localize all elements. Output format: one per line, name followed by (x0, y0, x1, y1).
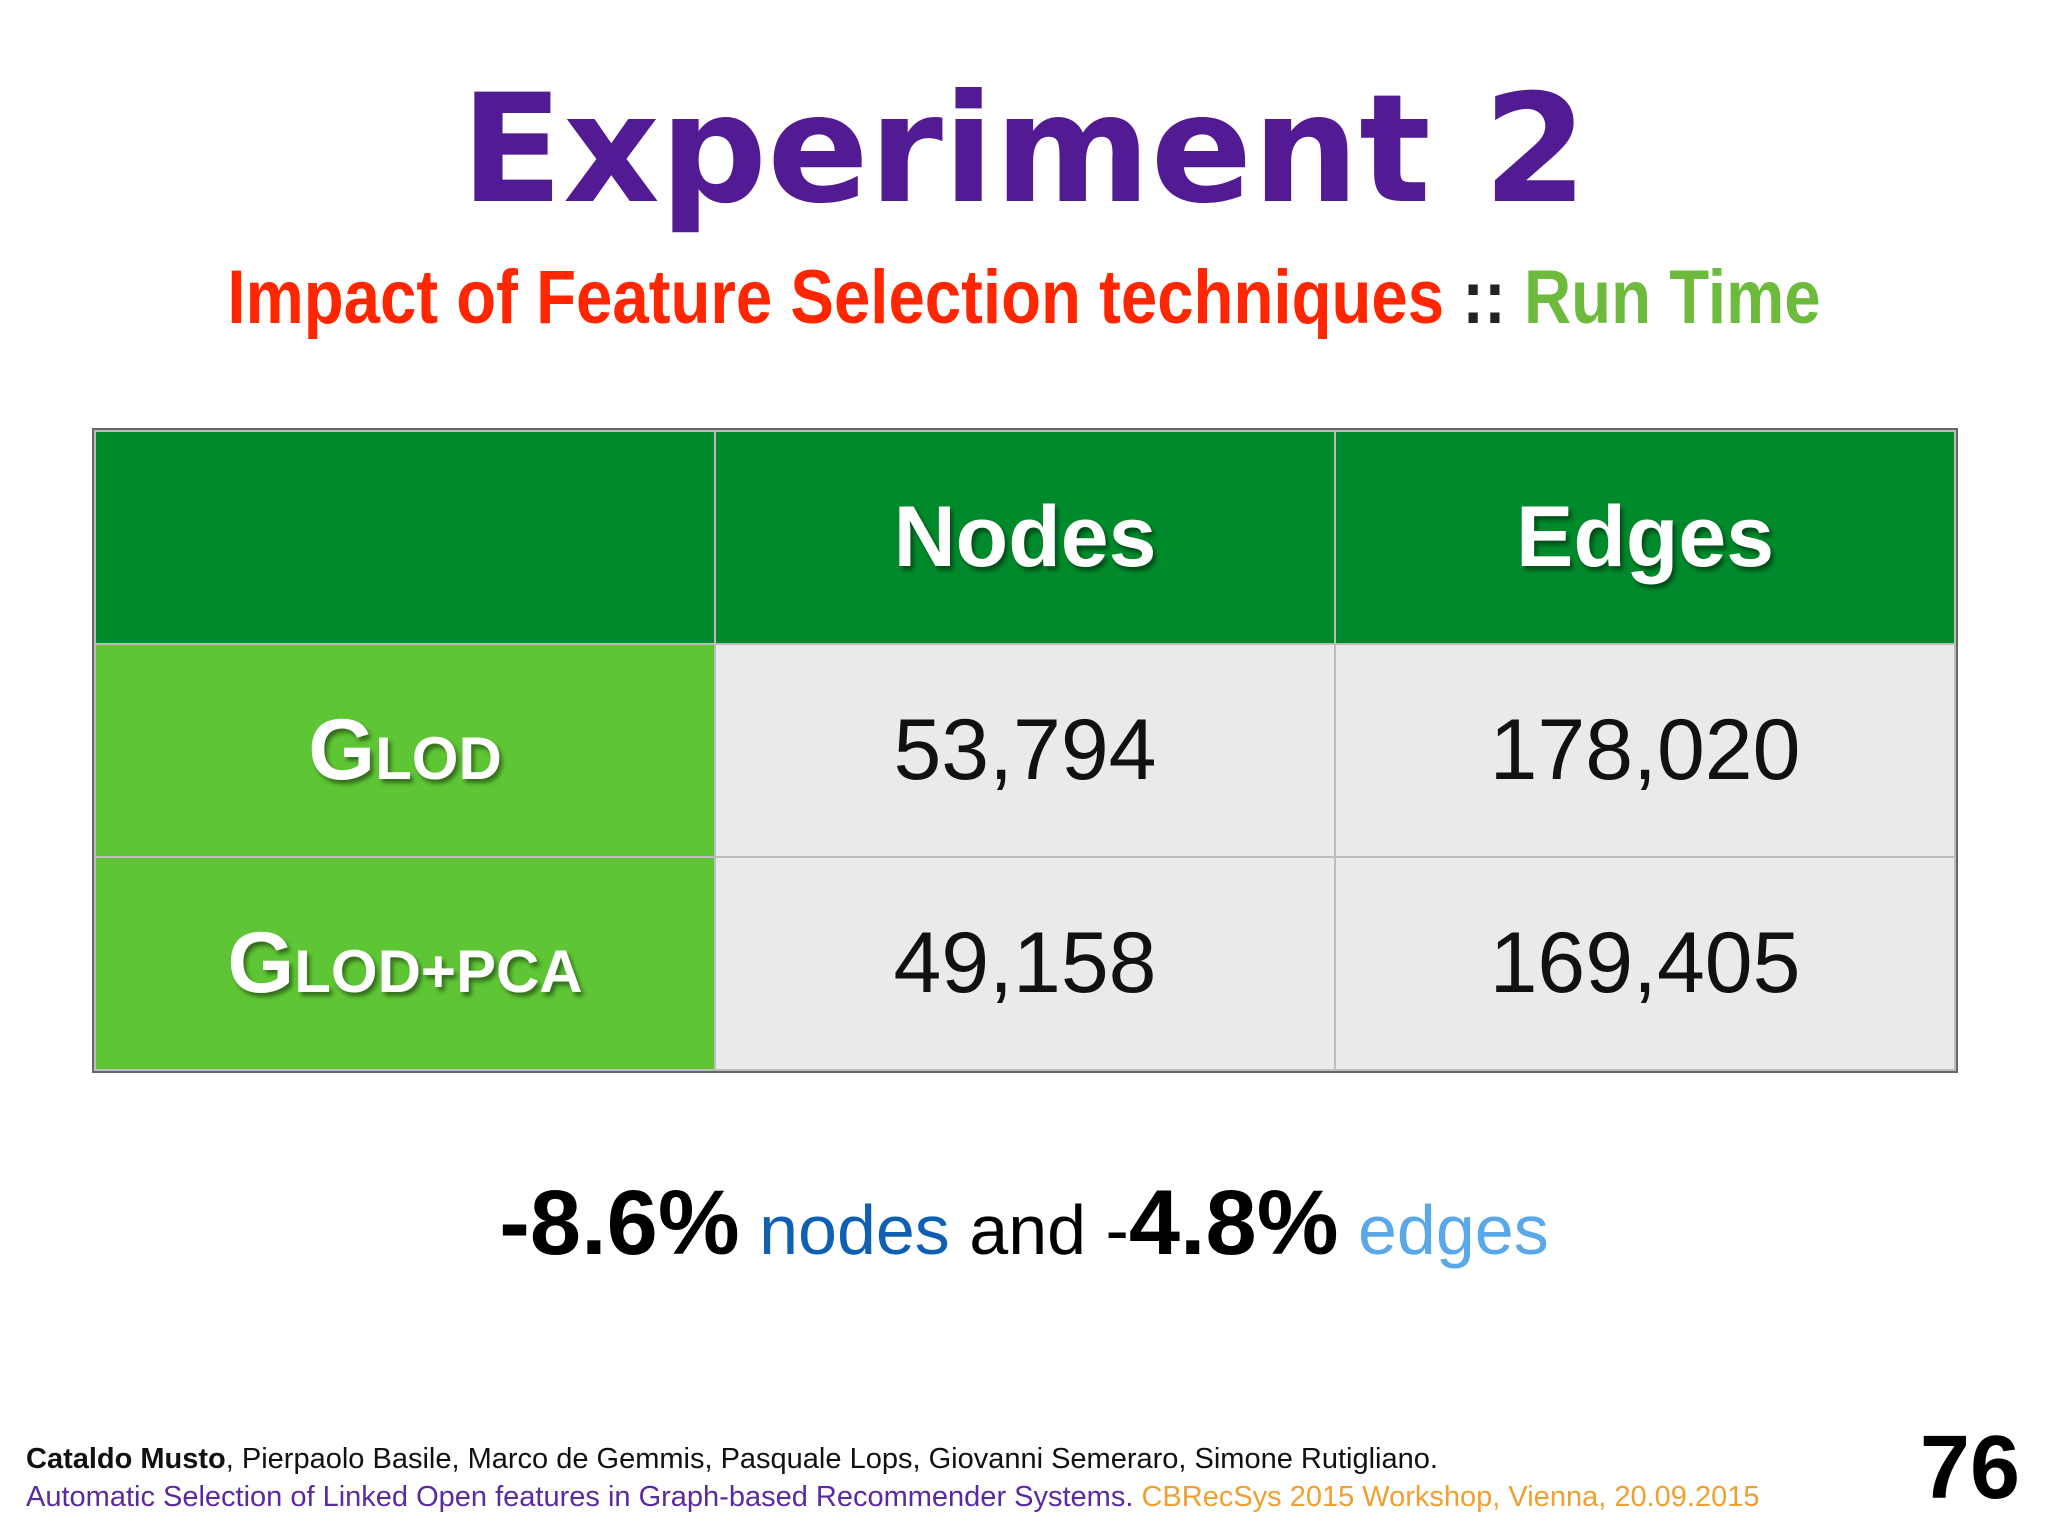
footer-authors: Cataldo Musto, Pierpaolo Basile, Marco d… (26, 1440, 1759, 1478)
row-label-glod: GLOD (94, 643, 716, 858)
row-label-rest: LOD (375, 725, 502, 792)
slide-subtitle: Impact of Feature Selection techniques :… (143, 250, 1904, 346)
other-authors: , Pierpaolo Basile, Marco de Gemmis, Pas… (225, 1443, 1438, 1475)
table-corner-cell (94, 430, 716, 645)
cell-glod-pca-edges: 169,405 (1334, 856, 1956, 1071)
subtitle-metric: Run Time (1523, 255, 1821, 340)
table-header-row: Nodes Edges (94, 430, 1956, 645)
column-header-nodes: Nodes (714, 430, 1336, 645)
edges-change-value: 4.8% (1128, 1172, 1339, 1274)
edges-word: edges (1338, 1191, 1549, 1269)
nodes-word: nodes (739, 1191, 950, 1269)
row-label-glod-pca: GLOD+PCA (94, 856, 716, 1071)
paper-title: Automatic Selection of Linked Open featu… (26, 1481, 1134, 1513)
table-row: GLOD+PCA 49,158 169,405 (94, 856, 1956, 1071)
row-label-rest: LOD+PCA (294, 938, 583, 1005)
summary-statement: -8.6% nodes and -4.8% edges (0, 1168, 2048, 1285)
column-header-edges: Edges (1334, 430, 1956, 645)
edges-minus-sign: - (1105, 1191, 1129, 1269)
cell-glod-nodes: 53,794 (714, 643, 1336, 858)
footer-citation: Cataldo Musto, Pierpaolo Basile, Marco d… (26, 1440, 1759, 1516)
nodes-change-value: -8.6% (499, 1172, 740, 1274)
page-number: 76 (1919, 1418, 2020, 1518)
cell-glod-edges: 178,020 (1334, 643, 1956, 858)
table-row: GLOD 53,794 178,020 (94, 643, 1956, 858)
venue: CBRecSys 2015 Workshop, Vienna, 20.09.20… (1133, 1481, 1760, 1513)
lead-author: Cataldo Musto (26, 1443, 226, 1475)
subtitle-separator: :: (1444, 255, 1524, 340)
footer-paper-line: Automatic Selection of Linked Open featu… (26, 1478, 1759, 1516)
and-word: and (949, 1191, 1106, 1269)
row-label-initial: G (308, 702, 376, 798)
slide-title: Experiment 2 (460, 63, 1588, 237)
cell-glod-pca-nodes: 49,158 (714, 856, 1336, 1071)
results-table: Nodes Edges GLOD 53,794 178,020 GLOD+PCA… (92, 428, 1958, 1073)
row-label-initial: G (227, 915, 295, 1011)
subtitle-topic: Impact of Feature Selection techniques (227, 255, 1445, 340)
